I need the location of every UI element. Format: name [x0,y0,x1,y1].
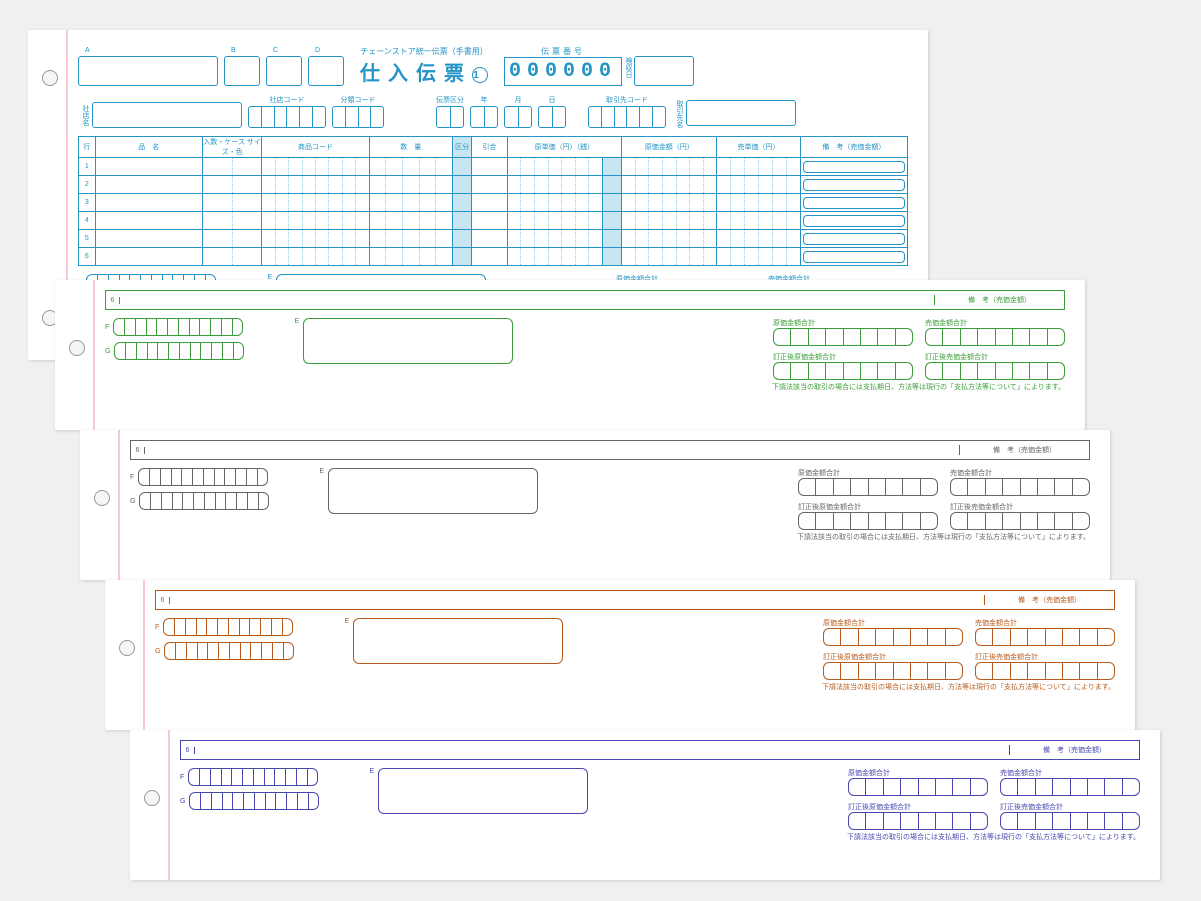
table-row: 3 [79,194,908,212]
margin-line [118,430,120,580]
punch-hole [69,340,85,356]
sale-total-box: 売価金額合計 [975,618,1115,646]
box-f [113,318,243,336]
sale-total-box: 売価金額合計 [1000,768,1140,796]
margin-line [93,280,95,430]
label-e: E [369,768,374,775]
label-g: G [155,648,160,655]
partner-code: 取引先コード [588,95,666,128]
box-f [163,618,293,636]
box-a: A [78,56,218,86]
label-f: F [105,324,109,331]
punch-hole [42,70,58,86]
punch-hole [94,490,110,506]
footer-note: 下請法該当の取引の場合には支払期日、方法等は現行の「支払方法等について」によりま… [155,682,1115,692]
footer-note: 下請法該当の取引の場合には支払期日、方法等は現行の「支払方法等について」によりま… [180,832,1140,842]
corrected-sale-box: 訂正後売価金額合計 [975,652,1115,680]
cost-total-box: 原価金額合計 [848,768,988,796]
partner-label: 取引先名 [672,100,686,128]
date-day: 日 [538,95,566,128]
voucher-copy: 6 備 考（売価金額） F G E 原価金額合計 売価金額合計 [105,580,1135,730]
label-g: G [105,348,110,355]
box-c: C [266,56,302,86]
table-row: 4 [79,212,908,230]
label-e: E [319,468,324,475]
sale-total-box: 売価金額合計 [950,468,1090,496]
slip-number: 伝票番号 000000 [504,46,622,86]
company-code: 社店コード [248,95,326,128]
box-e [303,318,513,364]
punch-hole [119,640,135,656]
voucher-copy: 6 備 考（売価金額） F G E 原価金額合計 売価金額合計 [55,280,1085,430]
cost-total-box: 原価金額合計 [823,618,963,646]
remarks-header: 備 考（売価金額） [934,295,1064,305]
cost-total-box: 原価金額合計 [798,468,938,496]
voucher-copy: 6 備 考（売価金額） F G E 原価金額合計 売価金額合計 [80,430,1110,580]
margin-line [143,580,145,730]
corrected-cost-box: 訂正後原価金額合計 [773,352,913,380]
class-code: 分類コード [332,95,384,128]
remarks-header: 備 考（売価金額） [959,445,1089,455]
label-f: F [180,774,184,781]
line-items-table: 行 品 名 入数・ケース サイズ・色 商品コード 数 量 区分 引合 原単価（円… [78,136,908,266]
corrected-sale-box: 訂正後売価金額合計 [925,352,1065,380]
corrected-sale-box: 訂正後売価金額合計 [950,502,1090,530]
partner-box [686,100,796,126]
corrected-cost-box: 訂正後原価金額合計 [823,652,963,680]
voucher-copy: 6 備 考（売価金額） F G E 原価金額合計 売価金額合計 [130,730,1160,880]
box-g [189,792,319,810]
date-month: 月 [504,95,532,128]
box-f [138,468,268,486]
title: チェーンストア統一伝票（手書用） 仕入伝票1 [360,46,488,86]
label-e: E [344,618,349,625]
remarks-header: 備 考（売価金額） [1009,745,1139,755]
box-b: B [224,56,260,86]
box-e [353,618,563,664]
sale-total-box: 売価金額合計 [925,318,1065,346]
receipt-box: 検収日 [634,56,694,86]
cost-total-box: 原価金額合計 [773,318,913,346]
date-year: 年 [470,95,498,128]
label-e: E [294,318,299,325]
table-row: 5 [79,230,908,248]
label-g: G [180,798,185,805]
company-label: 社店名 [78,102,92,128]
remarks-header: 備 考（売価金額） [984,595,1114,605]
label-f: F [130,474,134,481]
box-f [188,768,318,786]
corrected-cost-box: 訂正後原価金額合計 [798,502,938,530]
table-row: 1 [79,158,908,176]
punch-hole [144,790,160,806]
box-g [139,492,269,510]
box-d: D [308,56,344,86]
box-g [164,642,294,660]
margin-line [168,730,170,880]
slip-class: 伝票区分 [436,95,464,128]
footer-note: 下請法該当の取引の場合には支払期日、方法等は現行の「支払方法等について」によりま… [130,532,1090,542]
label-f: F [155,624,159,631]
label-g: G [130,498,135,505]
table-row: 6 [79,248,908,266]
box-g [114,342,244,360]
company-box [92,102,242,128]
table-row: 2 [79,176,908,194]
corrected-cost-box: 訂正後原価金額合計 [848,802,988,830]
box-e [328,468,538,514]
corrected-sale-box: 訂正後売価金額合計 [1000,802,1140,830]
footer-note: 下請法該当の取引の場合には支払期日、方法等は現行の「支払方法等について」によりま… [105,382,1065,392]
box-e [378,768,588,814]
